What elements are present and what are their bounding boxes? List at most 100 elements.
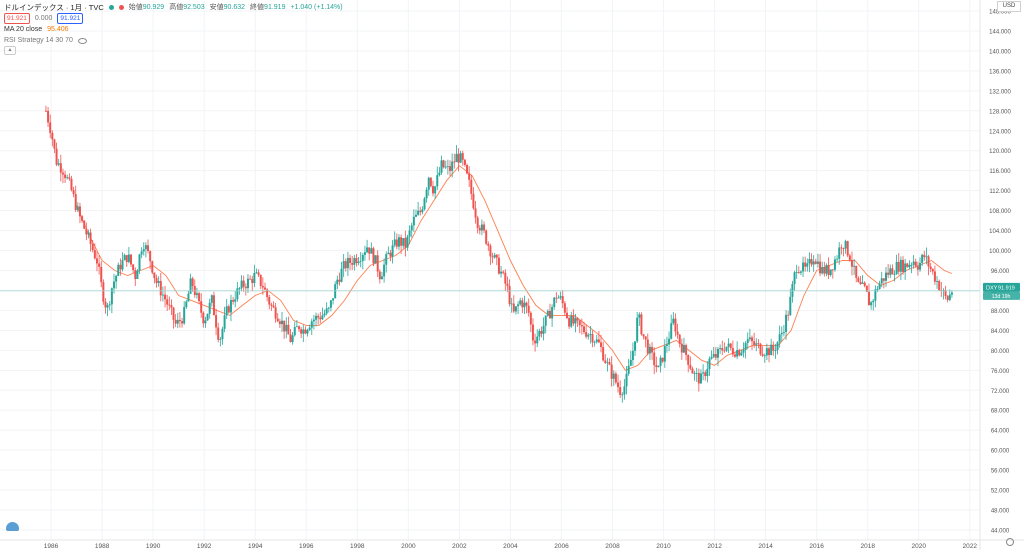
candle-body	[636, 317, 639, 342]
candle-body	[281, 320, 284, 325]
candle-body	[202, 312, 205, 324]
candle-body	[527, 305, 530, 313]
x-tick-label: 1996	[299, 543, 314, 550]
chart-legend: ドルインデックス · 1月 · TVC 始値90.929 高値92.503 安値…	[4, 2, 343, 55]
strategy-row[interactable]: RSI Strategy 14 30 70	[4, 35, 343, 46]
candle-body	[651, 346, 654, 353]
candle-body	[676, 331, 679, 335]
candle-body	[397, 237, 400, 247]
candle-body	[765, 348, 768, 356]
candle-body	[872, 300, 875, 303]
candle-body	[70, 178, 73, 191]
candle-body	[310, 321, 313, 328]
candle-body	[253, 273, 256, 284]
candle-body	[631, 350, 634, 360]
candle-body	[383, 264, 386, 277]
candle-body	[510, 303, 513, 305]
candle-body	[400, 237, 403, 246]
high-label: 高値	[169, 4, 184, 11]
candle-body	[761, 354, 764, 356]
candle-body	[523, 302, 526, 308]
y-tick-label: 76.000	[991, 369, 1010, 375]
candle-body	[714, 354, 717, 358]
candle-body	[291, 335, 294, 343]
candle-body	[168, 304, 171, 306]
candle-body	[89, 232, 92, 244]
y-tick-label: 68.000	[991, 409, 1010, 415]
candle-body	[429, 177, 432, 187]
candle-body	[161, 294, 164, 296]
candle-body	[459, 153, 462, 163]
candle-body	[81, 216, 84, 221]
time-axis[interactable]: 1986 1988 1990 1992 1994 1996 1998 2000 2002 2004…	[44, 543, 978, 550]
collapse-legend-button[interactable]: ▲	[4, 46, 16, 55]
candle-body	[742, 349, 745, 353]
y-tick-label: 84.000	[991, 329, 1010, 335]
candle-body	[206, 313, 209, 321]
candle-body	[376, 255, 379, 272]
candle-body	[757, 343, 760, 345]
candle-body	[353, 257, 356, 265]
candle-body	[914, 261, 917, 267]
ma-indicator-row[interactable]: MA 20 close 95.406	[4, 24, 343, 35]
y-tick-label: 104.000	[989, 229, 1011, 235]
x-tick-label: 2006	[554, 543, 569, 550]
candle-body	[844, 241, 847, 249]
candle-body	[66, 177, 69, 179]
candle-body	[440, 160, 443, 173]
candle-body	[312, 319, 315, 322]
candle-body	[444, 166, 447, 168]
candle-body	[238, 288, 241, 290]
candle-body	[534, 340, 537, 344]
candle-body	[257, 272, 260, 275]
candle-body	[229, 300, 232, 313]
candle-body	[336, 279, 339, 285]
candle-body	[142, 249, 145, 252]
candle-body	[876, 289, 879, 290]
candle-body	[321, 315, 324, 320]
symbol-title[interactable]: ドルインデックス · 1月 · TVC	[4, 3, 104, 12]
candle-body	[578, 320, 581, 326]
candle-body	[361, 254, 364, 261]
candle-body	[151, 261, 154, 273]
y-tick-label: 80.000	[991, 349, 1010, 355]
candle-body	[646, 339, 649, 354]
candle-body	[812, 261, 815, 265]
candle-body	[687, 354, 690, 365]
y-tick-label: 44.000	[991, 529, 1010, 535]
sell-button[interactable]: 91.921	[4, 13, 30, 24]
high-value: 92.503	[183, 4, 205, 11]
candle-body	[568, 318, 571, 327]
candle-body	[708, 358, 711, 369]
candle-body	[506, 283, 509, 286]
candle-body	[574, 318, 577, 324]
candle-body	[672, 318, 675, 324]
candle-body	[731, 348, 734, 355]
buy-button[interactable]: 91.921	[57, 13, 84, 24]
candle-body	[670, 323, 673, 339]
settings-gear-icon[interactable]	[1006, 538, 1014, 546]
candle-body	[642, 334, 645, 337]
candle-body	[234, 299, 237, 302]
candle-body	[746, 339, 749, 343]
candle-body	[155, 278, 158, 283]
eye-icon[interactable]	[77, 37, 87, 44]
y-tick-label: 148.000	[989, 9, 1011, 15]
price-axis[interactable]: 44.000 48.000 52.000 56.000 60.000 64.000 68.0…	[989, 9, 1011, 534]
candle-body	[748, 337, 751, 340]
currency-label[interactable]: USD	[997, 1, 1021, 12]
last-price-tags: DXY 91.919 13d 19h	[983, 282, 1020, 300]
candle-body	[176, 319, 179, 324]
candle-body	[591, 334, 594, 343]
candle-body	[789, 296, 792, 316]
candle-body	[300, 329, 303, 334]
close-label: 終値	[250, 4, 265, 11]
candle-body	[659, 357, 662, 366]
candle-body	[604, 360, 607, 363]
candle-body	[595, 339, 598, 342]
candle-body	[251, 279, 254, 284]
candle-body	[404, 238, 407, 248]
candle-body	[476, 217, 479, 228]
candle-body	[867, 291, 870, 306]
